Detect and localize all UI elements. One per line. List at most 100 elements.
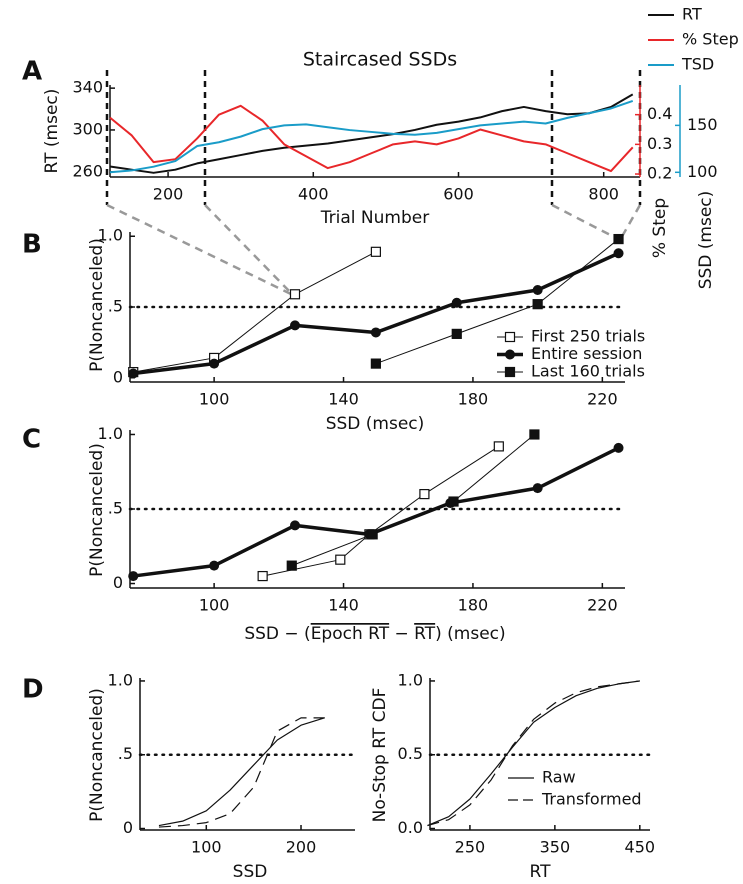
- panel-letter: D: [22, 675, 44, 705]
- x-axis-label: SSD − (Epoch RT − RT) (msec): [244, 624, 505, 644]
- marker: [286, 560, 297, 571]
- series-line: [133, 446, 620, 578]
- y-axis-label: P(Noncanceled): [87, 443, 107, 577]
- x-tick-label: 180: [458, 596, 489, 615]
- y3-tick-label: 150: [687, 115, 718, 134]
- marker: [128, 571, 139, 582]
- x-axis-label-part: RT: [414, 624, 436, 644]
- x-axis-label-part: Epoch RT: [311, 624, 390, 644]
- y-tick-label: 260: [72, 161, 103, 180]
- series-line: [133, 251, 377, 373]
- y-tick-label: 0: [113, 573, 123, 592]
- x-tick-label: 400: [298, 185, 329, 204]
- x-tick-label: 100: [199, 596, 230, 615]
- marker: [613, 442, 624, 453]
- x-tick-label: 100: [199, 390, 230, 409]
- zoom-lines: [106, 203, 642, 297]
- legend-label: Transformed: [541, 790, 642, 809]
- y-tick-label: 300: [72, 119, 103, 138]
- marker: [370, 246, 381, 257]
- legend-label: % Step: [682, 30, 739, 49]
- marker: [532, 285, 543, 296]
- legend-label: Entire session: [531, 344, 642, 363]
- x-tick-label: 180: [458, 390, 489, 409]
- series-line: [427, 680, 640, 827]
- marker: [128, 368, 139, 379]
- x-axis-label: RT: [530, 862, 552, 882]
- y-axis-label: No-Stop RT CDF: [370, 688, 390, 823]
- marker: [370, 358, 381, 369]
- series-line: [427, 680, 640, 827]
- marker: [335, 554, 346, 565]
- x-axis-label-part: SSD − (: [244, 624, 310, 644]
- series-line: [109, 100, 634, 174]
- series-line: [109, 93, 634, 174]
- legend-marker: [505, 349, 515, 360]
- x-tick-label: 220: [587, 596, 618, 615]
- y-tick-label: 0: [113, 367, 123, 386]
- series-line: [262, 445, 500, 577]
- marker: [451, 328, 462, 339]
- y2-axis-label: % Step: [650, 198, 670, 258]
- marker: [451, 297, 462, 308]
- y-tick-label: .5: [118, 744, 133, 763]
- y-axis-label: RT (msec): [42, 89, 62, 174]
- y-axis-label: P(Noncanceled): [87, 238, 107, 372]
- y2-tick-label: 0.4: [647, 104, 672, 123]
- x-tick-label: 140: [328, 596, 359, 615]
- legend-label: Last 160 trials: [531, 362, 645, 381]
- x-axis-label: Trial Number: [320, 208, 429, 228]
- series-line: [158, 717, 325, 828]
- zoom-line: [551, 203, 621, 242]
- legend-marker: [504, 366, 516, 378]
- zoom-line: [204, 204, 294, 296]
- chart-title: Staircased SSDs: [303, 49, 457, 71]
- y-tick-label: 0.0: [398, 818, 423, 837]
- x-axis-label-part: −: [389, 624, 414, 644]
- marker: [367, 529, 378, 540]
- x-tick-label: 200: [153, 185, 184, 204]
- y-tick-label: 0.5: [398, 744, 423, 763]
- y2-tick-label: 0.3: [647, 134, 672, 153]
- panel-letter: B: [22, 230, 42, 260]
- marker: [613, 233, 624, 245]
- marker: [289, 289, 301, 300]
- series-line: [291, 434, 535, 567]
- series-line: [158, 717, 325, 827]
- marker: [290, 520, 300, 531]
- x-axis-label: SSD (msec): [326, 414, 425, 434]
- marker: [613, 248, 624, 259]
- y-axis-label: P(Noncanceled): [87, 688, 107, 822]
- marker: [370, 327, 381, 338]
- legend-label: Raw: [542, 768, 576, 787]
- x-tick-label: 450: [625, 838, 656, 857]
- y-tick-label: 1.0: [398, 670, 423, 689]
- marker: [529, 429, 540, 440]
- y-tick-label: 1.0: [98, 424, 123, 443]
- marker: [209, 358, 220, 369]
- y-tick-label: .5: [108, 499, 123, 518]
- x-tick-label: 600: [443, 185, 474, 204]
- marker: [209, 560, 220, 571]
- legend-label: First 250 trials: [531, 327, 645, 346]
- legend-label: TSD: [681, 55, 714, 74]
- panel-letter: A: [22, 57, 42, 87]
- legend-label: RT: [682, 5, 702, 24]
- marker: [448, 496, 459, 507]
- x-axis-label: SSD: [233, 862, 268, 882]
- y3-axis-label: SSD (msec): [696, 191, 716, 290]
- x-tick-label: 250: [455, 838, 486, 857]
- marker: [532, 299, 543, 310]
- x-tick-label: 800: [588, 185, 619, 204]
- y-tick-label: 0: [123, 818, 133, 837]
- y2-tick-label: 0.2: [647, 164, 672, 183]
- panel-letter: C: [22, 425, 41, 455]
- x-tick-label: 220: [587, 390, 618, 409]
- y-tick-label: 1.0: [98, 226, 123, 245]
- y-tick-label: .5: [108, 297, 123, 316]
- marker: [493, 441, 504, 452]
- y-tick-label: 1.0: [108, 670, 133, 689]
- y3-tick-label: 100: [687, 162, 718, 181]
- series-line: [109, 104, 634, 173]
